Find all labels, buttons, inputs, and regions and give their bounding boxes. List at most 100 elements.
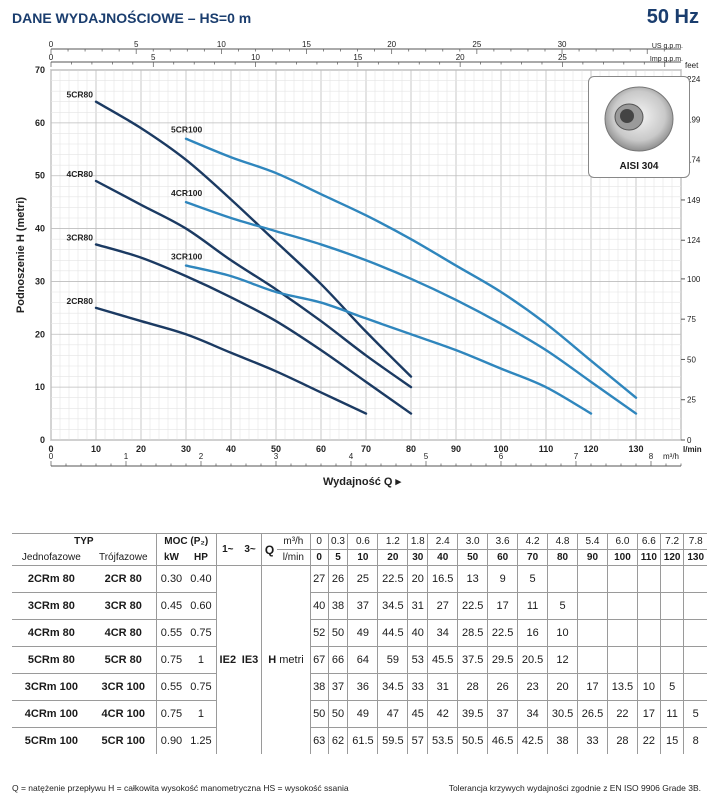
metri-label: metri — [279, 654, 304, 666]
head-value: 11 — [517, 592, 548, 620]
head-value: 45.5 — [427, 646, 458, 674]
feet-tick-label: 75 — [687, 315, 696, 324]
feet-tick-label: 0 — [687, 436, 692, 445]
q-m3h-2: 0.6 — [347, 533, 378, 550]
model-single-phase: 4CRm 100 — [12, 700, 91, 728]
x-tick-label: 40 — [226, 444, 236, 454]
q-m3h-8: 4.2 — [517, 533, 548, 550]
model-three-phase: 4CR 80 — [90, 619, 157, 647]
x-unit-label: l/min — [683, 445, 702, 454]
head-value: 61.5 — [347, 727, 378, 754]
head-value — [577, 592, 608, 620]
q-lmin-4: 30 — [407, 549, 428, 566]
q-lmin-12: 110 — [636, 549, 661, 566]
head-value — [683, 565, 707, 593]
head-value: 38 — [547, 727, 578, 754]
head-value: 42 — [427, 700, 458, 728]
power-hp: 0.75 — [186, 619, 217, 647]
head-value: 37 — [327, 673, 348, 701]
frequency-label: 50 Hz — [646, 6, 699, 28]
head-value: 27 — [427, 592, 458, 620]
x-tick-label: 50 — [271, 444, 281, 454]
head-value — [547, 565, 578, 593]
model-single-phase: 4CRm 80 — [12, 619, 91, 647]
m3h-tick-label: 3 — [274, 452, 279, 461]
head-value: 26.5 — [577, 700, 608, 728]
head-value: 40 — [407, 619, 428, 647]
q-m3h-3: 1.2 — [377, 533, 408, 550]
curve-3cr80 — [94, 243, 413, 415]
ie3-label: IE3 — [238, 565, 262, 754]
us-gpm-tick-label: 20 — [387, 40, 396, 49]
specs-table: TYP MOC (P₂) 1~ 3~ Q m³/h 0 0.3 0.6 1.2 … — [12, 533, 707, 754]
head-value: 5 — [683, 700, 707, 728]
moc-header: MOC (P₂) — [155, 533, 217, 550]
q-lmin-9: 80 — [547, 549, 578, 566]
curve-5cr80 — [94, 100, 413, 378]
table-row: 4CRm 80 4CR 80 0.55 0.75 52 50 49 44.5 40 34 28.5 2… — [12, 619, 707, 647]
feet-tick-label: 174 — [687, 156, 701, 165]
q-m3h-7: 3.6 — [487, 533, 518, 550]
three-phase-header: Trójfazowe — [98, 551, 148, 563]
us-gpm-tick-label: 25 — [472, 40, 481, 49]
head-value: 9 — [487, 565, 518, 593]
head-value — [636, 619, 661, 647]
head-value — [606, 565, 638, 593]
head-value: 34 — [517, 700, 548, 728]
head-value: 20 — [547, 673, 578, 701]
head-value: 15 — [659, 727, 684, 754]
power-kw: 0.55 — [155, 673, 187, 701]
y-tick-label: 30 — [35, 276, 45, 286]
head-value: 39.5 — [457, 700, 488, 728]
model-three-phase: 5CR 100 — [90, 727, 157, 754]
h-label: H — [268, 654, 277, 666]
head-value — [683, 619, 707, 647]
q-lmin-2: 10 — [347, 549, 378, 566]
head-value: 5 — [659, 673, 684, 701]
head-value: 59.5 — [377, 727, 408, 754]
head-value: 33 — [407, 673, 428, 701]
m3h-tick-label: 7 — [574, 452, 579, 461]
head-value: 10 — [547, 619, 578, 647]
feet-tick-label: 124 — [687, 236, 701, 245]
model-three-phase: 3CR 100 — [90, 673, 157, 701]
head-value: 16 — [517, 619, 548, 647]
head-value: 37 — [347, 592, 378, 620]
feet-tick-label: 100 — [687, 275, 701, 284]
head-value: 66 — [327, 646, 348, 674]
q-lmin-7: 60 — [487, 549, 518, 566]
head-value: 44.5 — [377, 619, 408, 647]
head-value: 47 — [377, 700, 408, 728]
head-value: 22 — [606, 700, 638, 728]
head-value: 28 — [606, 727, 638, 754]
head-value: 22.5 — [377, 565, 408, 593]
q-m3h-10: 5.4 — [577, 533, 608, 550]
x-tick-label: 100 — [493, 444, 508, 454]
curve-label-4cr80: 4CR80 — [67, 169, 94, 179]
feet-unit-label: feet — [685, 61, 699, 70]
us-gpm-tick-label: 0 — [49, 40, 54, 49]
curve-2cr80 — [94, 306, 368, 415]
head-value: 38 — [309, 673, 329, 701]
q-m3h-4: 1.8 — [407, 533, 428, 550]
head-value — [577, 565, 608, 593]
imp-gpm-tick-label: 15 — [353, 53, 362, 62]
head-value: 30.5 — [547, 700, 578, 728]
impeller-badge: AISI 304 — [588, 76, 690, 178]
q-m3h-5: 2.4 — [427, 533, 458, 550]
table-row: 3CRm 80 3CR 80 0.45 0.60 40 38 37 34.5 31 27 22.5 1… — [12, 592, 707, 620]
q-m3h-13: 7.2 — [659, 533, 684, 550]
us-gpm-tick-label: 10 — [217, 40, 226, 49]
model-single-phase: 5CRm 80 — [12, 646, 91, 674]
power-hp: 1 — [186, 646, 217, 674]
curve-4cr80 — [94, 179, 413, 389]
q-m3h-0: 0 — [309, 533, 329, 550]
head-value: 38 — [327, 592, 348, 620]
y-tick-label: 20 — [35, 329, 45, 339]
head-value — [577, 646, 608, 674]
model-three-phase: 3CR 80 — [90, 592, 157, 620]
curve-label-3cr100: 3CR100 — [171, 252, 202, 262]
head-value: 37 — [487, 700, 518, 728]
m3h-tick-label: 2 — [199, 452, 204, 461]
